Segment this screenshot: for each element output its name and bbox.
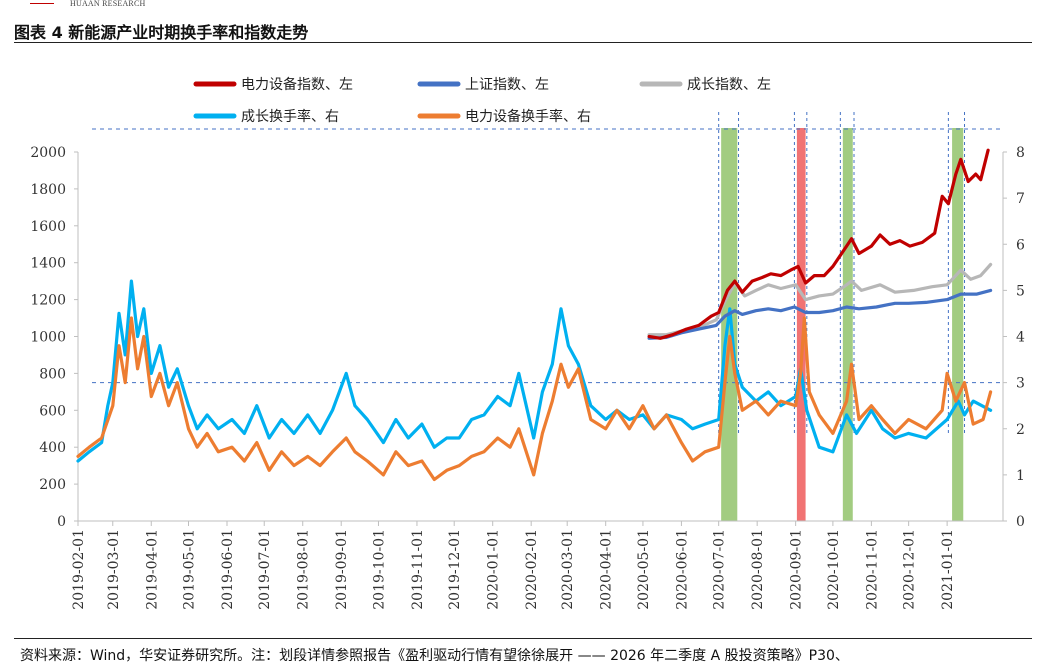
series-line-5: [76, 316, 993, 482]
legend-label-1: 电力设备指数、左: [241, 76, 353, 93]
y-right-tick-label: 1: [1016, 468, 1025, 484]
brand-accent-line: [30, 3, 54, 4]
y-left-tick-label: 1200: [30, 293, 66, 309]
x-tick-label: 2020-01-01: [486, 529, 502, 610]
source-note: 资料来源：Wind，华安证券研究所。注：划段详情参照报告《盈利驱动行情有望徐徐展…: [20, 648, 849, 664]
shaded-period-4: [952, 128, 964, 521]
x-tick-label: 2020-06-01: [674, 529, 690, 610]
shaded-period-2: [796, 128, 806, 521]
footer-divider: [14, 638, 1032, 639]
y-right-tick-label: 0: [1016, 514, 1025, 530]
y-right-tick-label: 4: [1016, 330, 1025, 346]
x-tick-label: 2020-08-01: [750, 529, 766, 610]
chart-title: 图表 4 新能源产业时期换手率和指数走势: [14, 23, 309, 42]
x-tick-label: 2020-03-01: [560, 529, 576, 610]
shaded-period-3: [842, 128, 853, 521]
x-tick-label: 2020-05-01: [636, 529, 652, 610]
y-left-tick-label: 0: [57, 514, 66, 530]
legend-label-5: 电力设备换手率、右: [465, 108, 591, 125]
brand-name: HUAAN RESEARCH: [70, 0, 146, 8]
x-tick-label: 2019-11-01: [410, 529, 426, 610]
series-line-1: [647, 148, 990, 340]
x-tick-label: 2019-09-01: [334, 529, 350, 610]
legend-label-3: 成长指数、左: [687, 77, 771, 93]
y-right-tick-label: 5: [1016, 283, 1025, 299]
x-tick-label: 2020-10-01: [826, 529, 842, 610]
x-tick-label: 2019-03-01: [106, 529, 122, 610]
x-tick-label: 2020-11-01: [864, 529, 880, 610]
x-tick-label: 2020-09-01: [789, 529, 805, 610]
x-tick-label: 2020-04-01: [599, 529, 615, 610]
y-left-tick-label: 1000: [30, 330, 66, 346]
y-left-tick-label: 400: [39, 440, 66, 456]
x-tick-label: 2019-12-01: [447, 529, 463, 610]
y-left-tick-label: 800: [39, 366, 66, 382]
x-tick-label: 2019-06-01: [220, 529, 236, 610]
x-tick-label: 2019-05-01: [182, 529, 198, 610]
x-tick-label: 2020-02-01: [524, 529, 540, 610]
y-left-tick-label: 600: [39, 403, 66, 419]
y-right-tick-label: 2: [1016, 422, 1025, 438]
x-tick-label: 2019-08-01: [296, 529, 312, 610]
y-right-tick-label: 8: [1016, 145, 1025, 161]
y-left-tick-label: 1800: [30, 182, 66, 198]
y-right-tick-label: 6: [1016, 237, 1025, 253]
x-tick-label: 2021-01-01: [940, 529, 956, 610]
y-left-tick-label: 2000: [30, 145, 66, 161]
x-tick-label: 2020-07-01: [712, 529, 728, 610]
series-line-4: [76, 279, 993, 463]
y-left-tick-label: 1400: [30, 256, 66, 272]
x-tick-label: 2020-12-01: [902, 529, 918, 610]
legend-label-2: 上证指数、左: [465, 77, 549, 93]
x-tick-label: 2019-02-01: [71, 529, 87, 610]
legend-label-4: 成长换手率、右: [241, 108, 339, 125]
y-left-tick-label: 200: [39, 477, 66, 493]
x-tick-label: 2019-07-01: [257, 529, 273, 610]
series-line-2: [647, 288, 993, 340]
x-tick-label: 2019-04-01: [144, 529, 160, 610]
x-tick-label: 2019-10-01: [371, 529, 387, 610]
chart-svg: 0 200 400 600 800 1000 1200 1400 1600 1800 2000 0 1 2…: [30, 76, 1025, 610]
y-left-tick-label: 1600: [30, 219, 66, 235]
y-right-tick-label: 7: [1016, 191, 1025, 207]
y-right-tick-label: 3: [1016, 376, 1025, 392]
title-divider: [14, 42, 1032, 43]
